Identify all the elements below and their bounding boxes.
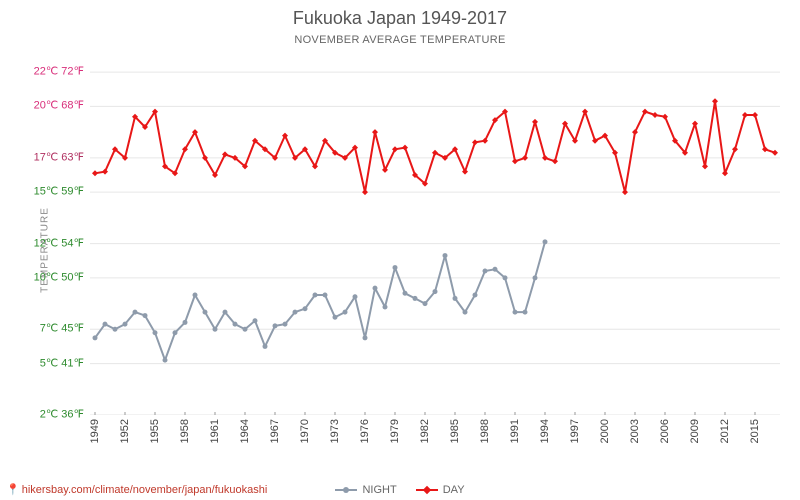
x-tick-label: 1982 — [419, 419, 431, 443]
source-text: hikersbay.com/climate/november/japan/fuk… — [22, 484, 268, 496]
x-tick-label: 2003 — [629, 419, 641, 443]
x-tick-label: 2012 — [719, 419, 731, 443]
y-tick-label: 22℃ 72℉ — [18, 67, 84, 78]
plot-area: 2℃ 36℉5℃ 41℉7℃ 45℉10℃ 50℉12℃ 54℉15℃ 59℉1… — [90, 55, 780, 415]
legend-item-day: DAY — [416, 484, 465, 496]
x-tick-label: 1958 — [179, 419, 191, 443]
y-tick-label: 12℃ 54℉ — [18, 238, 84, 249]
x-tick-label: 1997 — [569, 419, 581, 443]
x-tick-label: 1985 — [449, 419, 461, 443]
x-tick-label: 1964 — [239, 419, 251, 443]
x-tick-label: 2006 — [659, 419, 671, 443]
y-tick-label: 20℃ 68℉ — [18, 101, 84, 112]
source-link[interactable]: 📍hikersbay.com/climate/november/japan/fu… — [6, 483, 267, 496]
y-tick-label: 2℃ 36℉ — [18, 410, 84, 421]
x-tick-label: 1967 — [269, 419, 281, 443]
x-tick-label: 1952 — [119, 419, 131, 443]
x-tick-label: 1979 — [389, 419, 401, 443]
legend-item-night: NIGHT — [335, 484, 396, 496]
legend-day-label: DAY — [443, 484, 465, 496]
y-tick-label: 10℃ 50℉ — [18, 272, 84, 283]
x-tick-label: 1991 — [509, 419, 521, 443]
x-tick-label: 1976 — [359, 419, 371, 443]
x-tick-label: 1973 — [329, 419, 341, 443]
chart-title: Fukuoka Japan 1949-2017 — [0, 8, 800, 29]
x-tick-label: 1955 — [149, 419, 161, 443]
y-tick-label: 17℃ 63℉ — [18, 152, 84, 163]
y-tick-label: 7℃ 45℉ — [18, 324, 84, 335]
plot-svg — [90, 55, 780, 415]
y-tick-label: 15℃ 59℉ — [18, 187, 84, 198]
x-tick-label: 2015 — [749, 419, 761, 443]
x-tick-label: 2000 — [599, 419, 611, 443]
chart-subtitle: NOVEMBER AVERAGE TEMPERATURE — [0, 34, 800, 46]
temperature-chart: Fukuoka Japan 1949-2017 NOVEMBER AVERAGE… — [0, 0, 800, 500]
x-tick-label: 1994 — [539, 419, 551, 443]
x-tick-label: 1988 — [479, 419, 491, 443]
x-tick-label: 1961 — [209, 419, 221, 443]
x-tick-label: 1949 — [89, 419, 101, 443]
x-tick-label: 2009 — [689, 419, 701, 443]
x-tick-label: 1970 — [299, 419, 311, 443]
legend-night-label: NIGHT — [362, 484, 396, 496]
map-pin-icon: 📍 — [6, 484, 20, 496]
y-tick-label: 5℃ 41℉ — [18, 358, 84, 369]
